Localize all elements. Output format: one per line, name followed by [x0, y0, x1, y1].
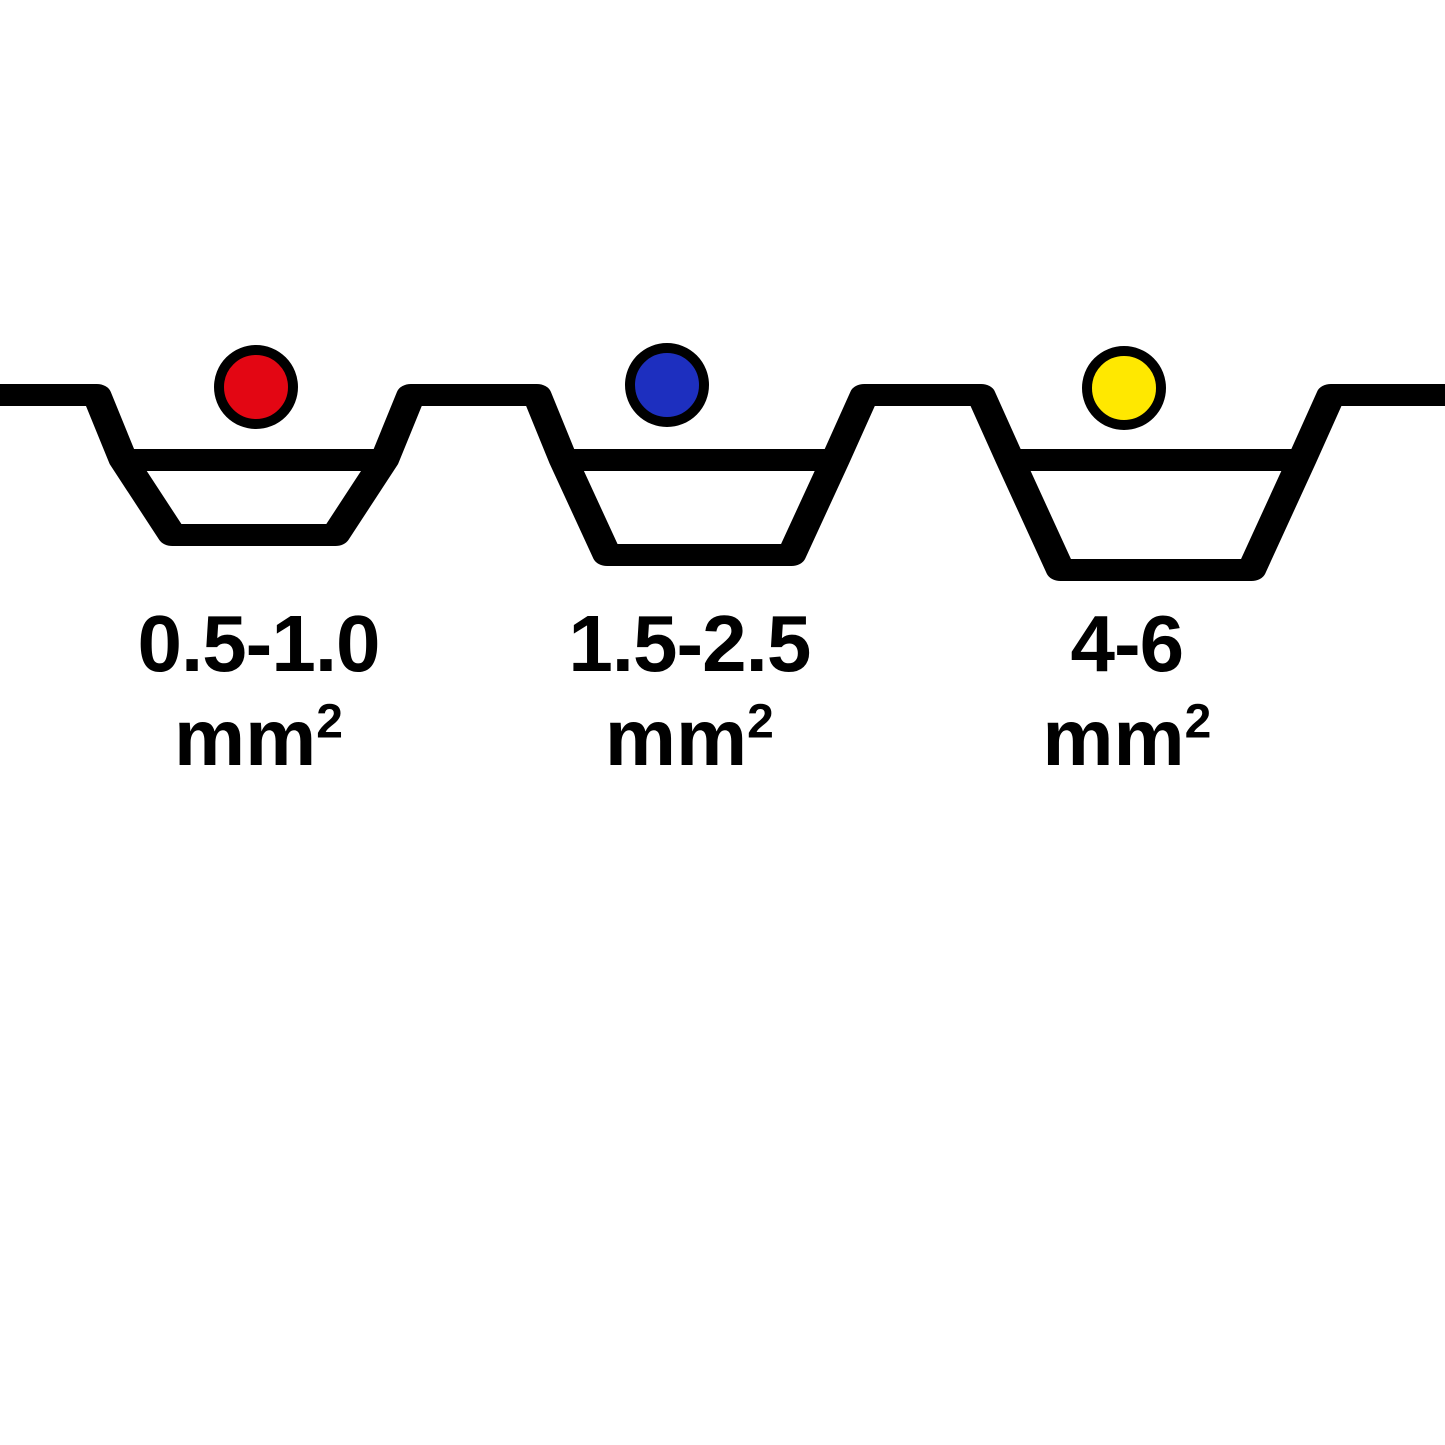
diagram-stage: 0.5-1.0 mm2 1.5-2.5 mm2 4-6 mm2 [0, 0, 1445, 1445]
unit-sup-large: 2 [1185, 695, 1212, 748]
unit-label-medium: mm2 [605, 694, 774, 782]
die-profile-path [0, 395, 1445, 570]
unit-base-small: mm [174, 693, 316, 782]
size-dot-large [1082, 346, 1166, 430]
range-label-large: 4-6 [1071, 600, 1184, 688]
unit-label-small: mm2 [174, 694, 343, 782]
size-dot-small [214, 345, 298, 429]
size-dot-medium [625, 343, 709, 427]
range-label-small: 0.5-1.0 [137, 600, 379, 688]
unit-label-large: mm2 [1042, 694, 1211, 782]
label-col-medium: 1.5-2.5 mm2 [489, 600, 889, 782]
range-label-medium: 1.5-2.5 [568, 600, 810, 688]
unit-sup-medium: 2 [747, 695, 774, 748]
unit-base-large: mm [1042, 693, 1184, 782]
unit-sup-small: 2 [316, 695, 343, 748]
unit-base-medium: mm [605, 693, 747, 782]
label-col-small: 0.5-1.0 mm2 [59, 600, 459, 782]
label-col-large: 4-6 mm2 [927, 600, 1327, 782]
